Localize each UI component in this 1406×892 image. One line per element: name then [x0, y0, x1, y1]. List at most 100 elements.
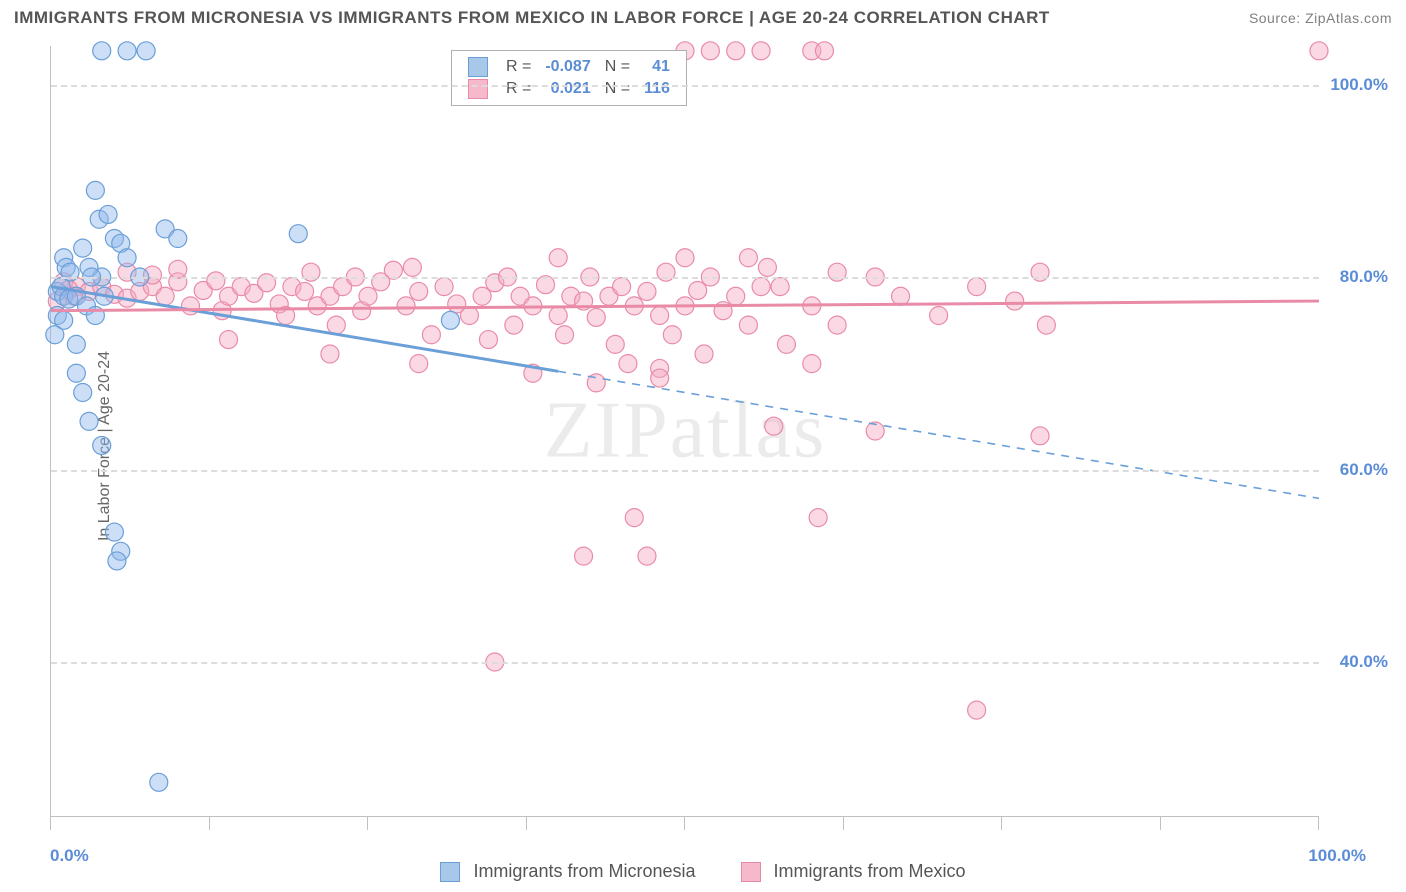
gridline: [51, 277, 1319, 279]
data-point: [410, 282, 428, 300]
trend-line-dashed: [558, 371, 1319, 498]
x-axis-min-label: 0.0%: [50, 846, 89, 866]
data-point: [739, 316, 757, 334]
data-point: [118, 249, 136, 267]
data-point: [828, 316, 846, 334]
data-point: [695, 345, 713, 363]
data-point: [93, 42, 111, 60]
gridline: [51, 662, 1319, 664]
gridline: [51, 470, 1319, 472]
xtick-mark: [209, 816, 210, 830]
data-point: [638, 282, 656, 300]
data-point: [613, 278, 631, 296]
data-point: [86, 181, 104, 199]
legend-item-series1: Immigrants from Micronesia: [440, 861, 695, 882]
data-point: [739, 249, 757, 267]
data-point: [815, 42, 833, 60]
data-point: [397, 297, 415, 315]
data-point: [105, 523, 123, 541]
data-point: [220, 331, 238, 349]
data-point: [505, 316, 523, 334]
xtick-mark: [526, 816, 527, 830]
ytick-label: 60.0%: [1340, 460, 1388, 480]
data-point: [809, 509, 827, 527]
data-point: [422, 326, 440, 344]
data-point: [777, 335, 795, 353]
plot-area: ZIPatlas R = -0.087 N = 41 R = 0.021 N =…: [50, 46, 1319, 817]
data-point: [689, 281, 707, 299]
data-point: [771, 278, 789, 296]
xtick-mark: [1001, 816, 1002, 830]
xtick-mark: [367, 816, 368, 830]
n-label: N =: [599, 79, 636, 99]
data-point: [410, 355, 428, 373]
n-value-series2: 116: [638, 79, 676, 99]
data-point: [321, 345, 339, 363]
data-point: [169, 260, 187, 278]
legend-label-series1: Immigrants from Micronesia: [473, 861, 695, 881]
chart-title: IMMIGRANTS FROM MICRONESIA VS IMMIGRANTS…: [14, 8, 1050, 28]
data-point: [327, 316, 345, 334]
legend-swatch-series2: [741, 862, 761, 882]
data-point: [752, 278, 770, 296]
data-point: [156, 287, 174, 305]
n-value-series1: 41: [638, 57, 676, 77]
data-point: [701, 42, 719, 60]
data-point: [99, 205, 117, 223]
r-value-series1: -0.087: [539, 57, 596, 77]
data-point: [403, 258, 421, 276]
data-point: [441, 311, 459, 329]
data-point: [892, 287, 910, 305]
data-point: [435, 278, 453, 296]
data-point: [663, 326, 681, 344]
data-point: [108, 552, 126, 570]
legend-item-series2: Immigrants from Mexico: [741, 861, 966, 882]
xtick-mark: [1318, 816, 1319, 830]
source-label: Source: ZipAtlas.com: [1249, 10, 1392, 26]
data-point: [137, 42, 155, 60]
ytick-label: 80.0%: [1340, 267, 1388, 287]
stats-row-series1: R = -0.087 N = 41: [462, 57, 676, 77]
data-point: [80, 412, 98, 430]
data-point: [67, 335, 85, 353]
data-point: [150, 773, 168, 791]
data-point: [473, 287, 491, 305]
gridline: [51, 85, 1319, 87]
xtick-mark: [50, 816, 51, 830]
legend-label-series2: Immigrants from Mexico: [774, 861, 966, 881]
legend-swatch-series2: [468, 79, 488, 99]
data-point: [479, 331, 497, 349]
n-label: N =: [599, 57, 636, 77]
data-point: [118, 42, 136, 60]
data-point: [169, 230, 187, 248]
r-label: R =: [500, 57, 537, 77]
ytick-label: 40.0%: [1340, 652, 1388, 672]
r-value-series2: 0.021: [539, 79, 596, 99]
xtick-mark: [843, 816, 844, 830]
data-point: [765, 417, 783, 435]
data-point: [575, 547, 593, 565]
r-label: R =: [500, 79, 537, 99]
data-point: [74, 384, 92, 402]
data-point: [359, 287, 377, 305]
data-point: [803, 355, 821, 373]
data-point: [289, 225, 307, 243]
chart-svg: [51, 46, 1319, 816]
data-point: [556, 326, 574, 344]
data-point: [67, 364, 85, 382]
data-point: [727, 287, 745, 305]
data-point: [606, 335, 624, 353]
ytick-label: 100.0%: [1330, 75, 1388, 95]
data-point: [296, 282, 314, 300]
data-point: [638, 547, 656, 565]
data-point: [619, 355, 637, 373]
data-point: [1037, 316, 1055, 334]
data-point: [727, 42, 745, 60]
data-point: [93, 436, 111, 454]
data-point: [549, 249, 567, 267]
data-point: [549, 307, 567, 325]
data-point: [651, 307, 669, 325]
data-point: [460, 307, 478, 325]
title-bar: IMMIGRANTS FROM MICRONESIA VS IMMIGRANTS…: [0, 0, 1406, 34]
bottom-legend: Immigrants from Micronesia Immigrants fr…: [0, 861, 1406, 882]
